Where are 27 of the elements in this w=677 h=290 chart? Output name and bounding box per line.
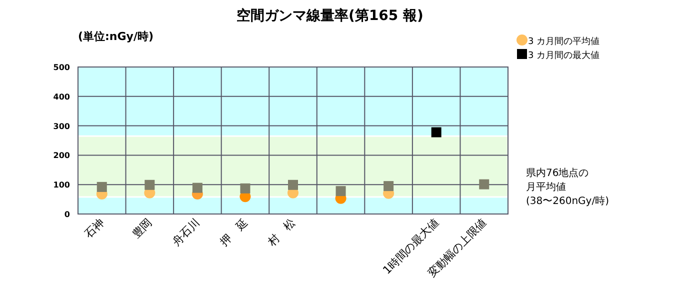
x-tick-label: 押 延 xyxy=(218,216,250,249)
y-tick-label: 400 xyxy=(53,92,70,102)
point xyxy=(336,186,346,196)
text: 県内76地点の xyxy=(526,167,589,179)
y-tick-label: 100 xyxy=(53,180,70,190)
text: (38〜260nGy/時) xyxy=(526,195,610,207)
point xyxy=(144,180,155,190)
point xyxy=(384,181,394,192)
text: (単位:nGy/時) xyxy=(78,30,154,43)
x-tick-label: 石神 xyxy=(82,216,107,241)
point xyxy=(288,180,298,190)
y-tick-label: 0 xyxy=(64,210,70,219)
point xyxy=(479,179,490,190)
point xyxy=(240,183,250,194)
chart-title: 空間ガンマ線量率(第165 報) xyxy=(236,7,424,24)
x-tick-label: 村 松 xyxy=(264,216,298,250)
point xyxy=(192,182,202,193)
x-tick-label: 豊岡 xyxy=(130,216,155,241)
legend-label: 3 カ月間の平均値 xyxy=(528,36,600,47)
point xyxy=(96,182,107,192)
y-tick-label: 200 xyxy=(53,151,70,160)
x-tick-label: 舟石川 xyxy=(170,216,202,249)
point xyxy=(431,127,442,138)
y-tick-label: 300 xyxy=(53,122,70,131)
text: 月平均値 xyxy=(526,181,566,193)
legend-label: 3 カ月間の最大値 xyxy=(528,50,600,61)
y-tick-label: 500 xyxy=(53,63,70,72)
